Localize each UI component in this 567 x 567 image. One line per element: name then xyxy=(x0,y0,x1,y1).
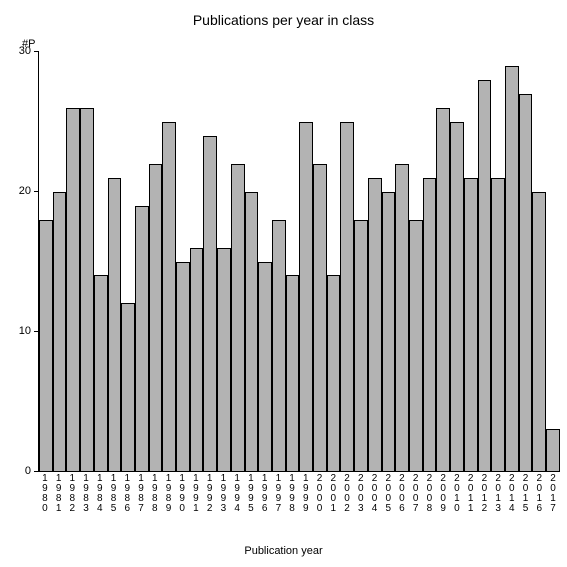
x-tick-label: 2017 xyxy=(546,474,560,514)
x-tick-label: 2006 xyxy=(395,474,409,514)
x-tick-label: 2001 xyxy=(326,474,340,514)
x-tick-label: 1985 xyxy=(107,474,121,514)
x-tick-label: 1997 xyxy=(271,474,285,514)
x-tick-label: 1999 xyxy=(299,474,313,514)
x-tick-label: 2000 xyxy=(313,474,327,514)
y-tick xyxy=(34,191,39,192)
x-tick-label: 1988 xyxy=(148,474,162,514)
chart-title: Publications per year in class xyxy=(0,12,567,28)
bars-group xyxy=(39,52,560,471)
x-tick-label: 1996 xyxy=(258,474,272,514)
bar xyxy=(80,108,94,471)
bar xyxy=(368,178,382,471)
x-tick-label: 2002 xyxy=(340,474,354,514)
x-tick-label: 1984 xyxy=(93,474,107,514)
x-tick-label: 2012 xyxy=(478,474,492,514)
bar xyxy=(327,275,341,471)
bar xyxy=(313,164,327,471)
bar xyxy=(203,136,217,471)
bar xyxy=(135,206,149,471)
bar xyxy=(53,192,67,471)
bar xyxy=(121,303,135,471)
bar xyxy=(395,164,409,471)
y-tick xyxy=(34,51,39,52)
x-tick-label: 1991 xyxy=(189,474,203,514)
x-axis-label: Publication year xyxy=(0,545,567,557)
bar xyxy=(491,178,505,471)
bar xyxy=(245,192,259,471)
x-tick-label: 1992 xyxy=(203,474,217,514)
bar xyxy=(478,80,492,471)
y-tick-label: 20 xyxy=(19,185,31,197)
x-tick-label: 1987 xyxy=(134,474,148,514)
bar xyxy=(532,192,546,471)
x-tick-label: 1986 xyxy=(120,474,134,514)
bar xyxy=(94,275,108,471)
bar xyxy=(546,429,560,471)
y-tick-label: 10 xyxy=(19,325,31,337)
bar xyxy=(217,248,231,471)
bar xyxy=(162,122,176,471)
bar xyxy=(382,192,396,471)
y-tick-label: 30 xyxy=(19,45,31,57)
x-tick-label: 2014 xyxy=(505,474,519,514)
x-axis-tick-labels: 1980198119821983198419851986198719881989… xyxy=(38,474,560,514)
x-tick-label: 2003 xyxy=(354,474,368,514)
x-tick-label: 2008 xyxy=(423,474,437,514)
bar xyxy=(505,66,519,471)
x-tick-label: 1993 xyxy=(217,474,231,514)
x-tick-label: 2009 xyxy=(436,474,450,514)
bar xyxy=(176,262,190,472)
x-tick-label: 1981 xyxy=(52,474,66,514)
x-tick-label: 1980 xyxy=(38,474,52,514)
x-tick-label: 1995 xyxy=(244,474,258,514)
bar xyxy=(436,108,450,471)
x-tick-label: 1990 xyxy=(175,474,189,514)
x-tick-label: 1983 xyxy=(79,474,93,514)
publications-bar-chart: Publications per year in class #P 010203… xyxy=(0,0,567,567)
bar xyxy=(258,262,272,472)
x-tick-label: 2016 xyxy=(532,474,546,514)
bar xyxy=(340,122,354,471)
bar xyxy=(272,220,286,471)
x-tick-label: 1994 xyxy=(230,474,244,514)
bar xyxy=(286,275,300,471)
bar xyxy=(149,164,163,471)
bar xyxy=(39,220,53,471)
bar xyxy=(66,108,80,471)
bar xyxy=(450,122,464,471)
y-tick-label: 0 xyxy=(25,465,31,477)
bar xyxy=(409,220,423,471)
bar xyxy=(423,178,437,471)
x-tick-label: 2013 xyxy=(491,474,505,514)
x-tick-label: 2004 xyxy=(368,474,382,514)
plot-area: 0102030 xyxy=(38,52,560,472)
x-tick-label: 1982 xyxy=(65,474,79,514)
bar xyxy=(519,94,533,471)
bar xyxy=(464,178,478,471)
bar xyxy=(299,122,313,471)
x-tick-label: 2010 xyxy=(450,474,464,514)
y-tick xyxy=(34,471,39,472)
x-tick-label: 2007 xyxy=(409,474,423,514)
y-tick xyxy=(34,331,39,332)
bar xyxy=(231,164,245,471)
x-tick-label: 1989 xyxy=(162,474,176,514)
x-tick-label: 1998 xyxy=(285,474,299,514)
bar xyxy=(108,178,122,471)
x-tick-label: 2015 xyxy=(519,474,533,514)
bar xyxy=(190,248,204,471)
x-tick-label: 2011 xyxy=(464,474,478,514)
x-tick-label: 2005 xyxy=(381,474,395,514)
bar xyxy=(354,220,368,471)
